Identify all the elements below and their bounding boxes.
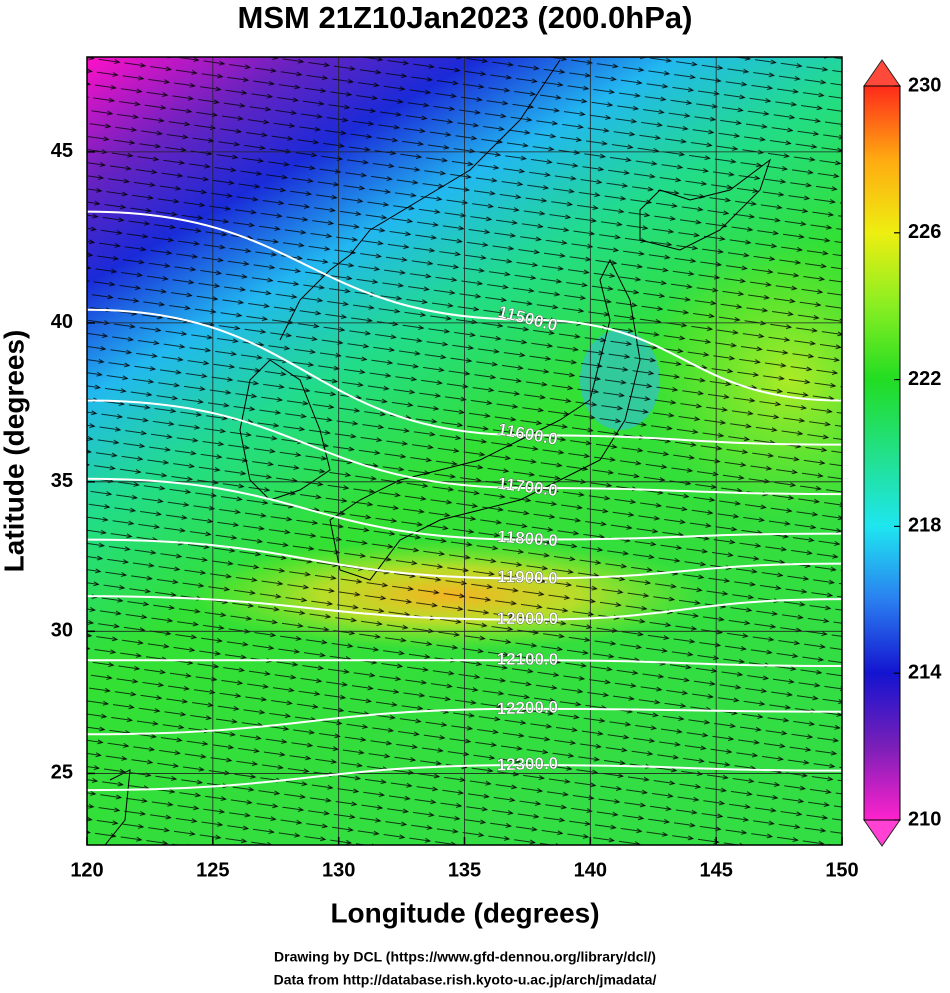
x-axis-label: Longitude (degrees)	[330, 897, 599, 928]
map-area: 11500.011600.011700.011800.011900.012000…	[87, 57, 842, 845]
axes: 120 125 130 135 140 145 150 25 30 35 40 45	[51, 140, 859, 881]
contour-label: 12100.0	[497, 650, 559, 669]
x-tick-label: 140	[574, 859, 607, 881]
colorbar-max-extension	[863, 59, 901, 87]
y-tick-label: 30	[51, 620, 73, 642]
credit-line: Drawing by DCL (https://www.gfd-dennou.o…	[274, 949, 656, 965]
y-axis-label: Latitude (degrees)	[0, 330, 29, 573]
x-tick-label: 125	[196, 859, 229, 881]
colorbar-tick-label: 222	[908, 368, 941, 390]
colorbar-tick-label: 210	[908, 808, 941, 830]
credit-line: Data from http://database.rish.kyoto-u.a…	[274, 972, 657, 988]
colorbar: 210 214 218 222 226 230	[863, 59, 942, 847]
colorbar-tick-label: 214	[908, 661, 942, 683]
contour-label: 12000.0	[497, 609, 559, 628]
colorbar-tick-label: 218	[908, 515, 941, 537]
colorbar-tick-label: 226	[908, 221, 941, 243]
contour-label: 12200.0	[496, 697, 558, 718]
y-tick-label: 35	[51, 470, 73, 492]
contour-label: 11800.0	[497, 527, 559, 550]
x-tick-label: 135	[448, 859, 481, 881]
contour-line	[87, 764, 842, 792]
contour-label: 12300.0	[496, 754, 558, 775]
y-tick-label: 40	[51, 311, 73, 333]
y-tick-label: 25	[51, 762, 73, 784]
x-tick-label: 120	[70, 859, 103, 881]
contour-line	[87, 477, 842, 541]
grid	[87, 57, 842, 845]
contour-line	[87, 399, 842, 496]
contour-line	[87, 595, 842, 621]
x-tick-label: 145	[699, 859, 732, 881]
map-title: MSM 21Z10Jan2023 (200.0hPa)	[238, 0, 693, 35]
colorbar-tick-label: 230	[908, 74, 941, 96]
y-tick-label: 45	[51, 140, 73, 162]
contour-line	[87, 210, 842, 402]
contour-line	[87, 308, 842, 446]
colorbar-body	[863, 85, 901, 821]
contour-line	[87, 707, 842, 736]
colorbar-min-extension	[863, 819, 901, 847]
contour-line	[87, 538, 842, 580]
x-tick-label: 130	[322, 859, 355, 881]
x-tick-label: 150	[825, 859, 858, 881]
contour-line	[87, 659, 842, 668]
contour-label: 11900.0	[497, 567, 558, 588]
